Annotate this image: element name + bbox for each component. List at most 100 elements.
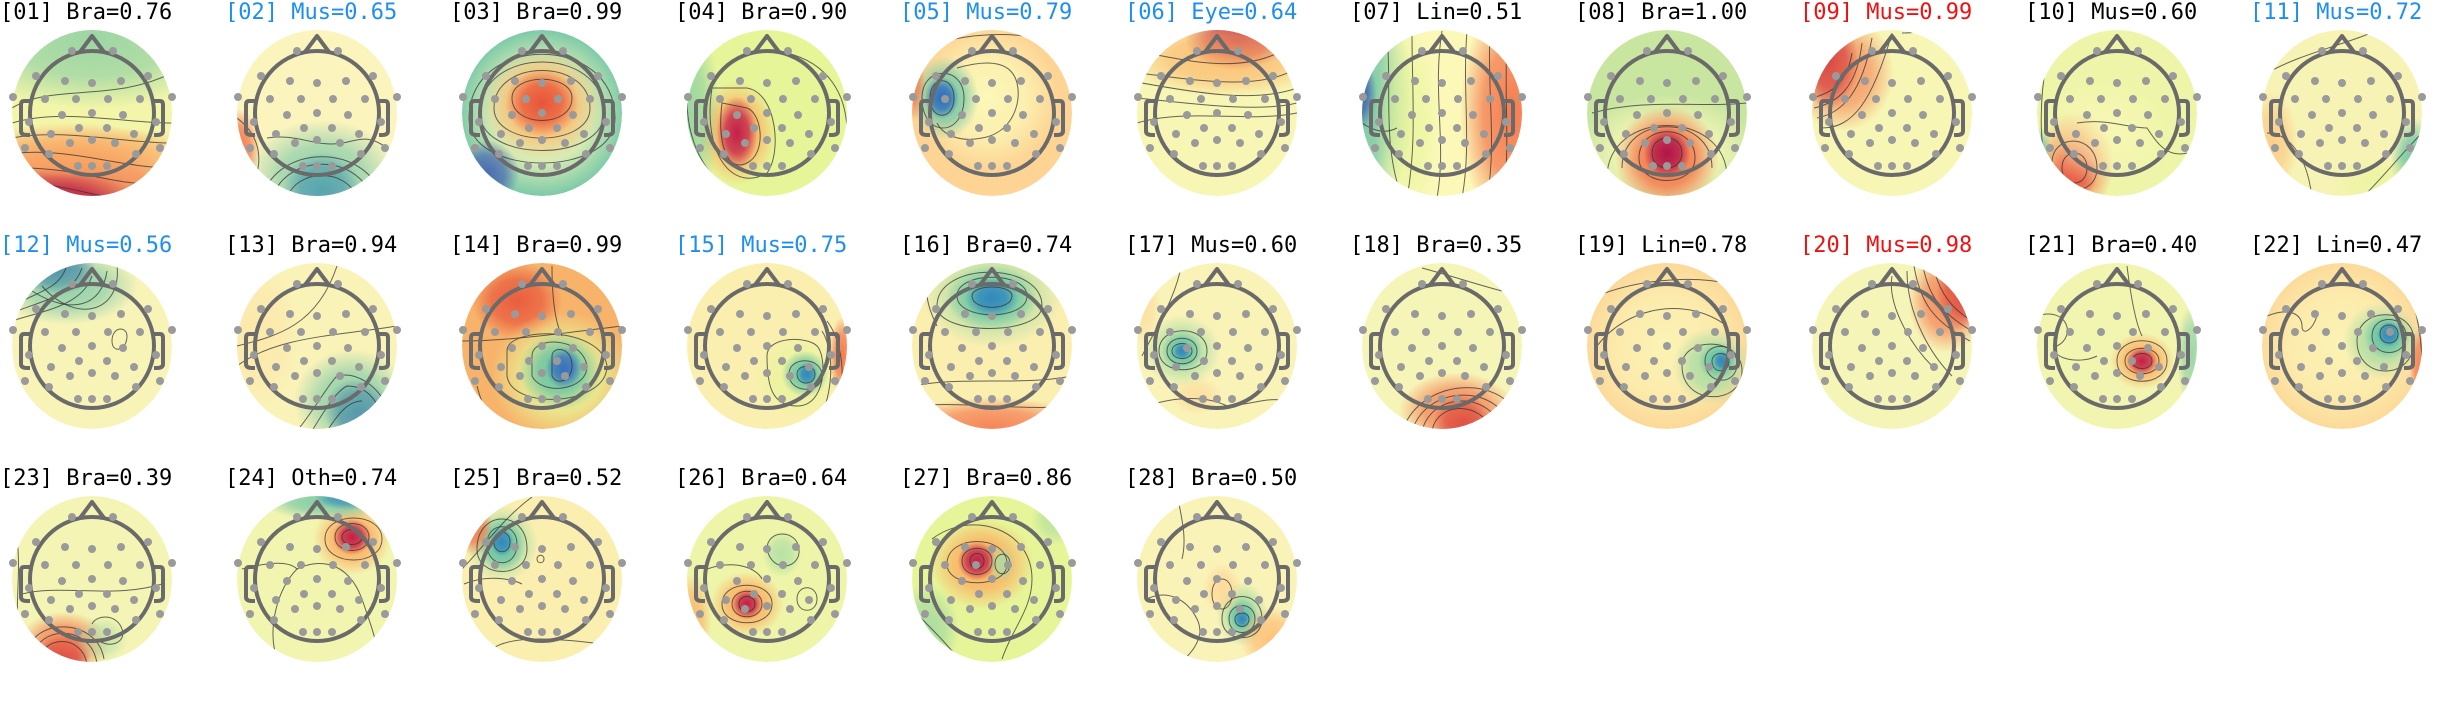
electrode-markers — [9, 47, 176, 170]
component-topomap-01: [01] Bra=0.76 — [0, 0, 225, 235]
topomap-plot — [1134, 30, 1301, 196]
head-outline — [19, 500, 165, 643]
component-topomap-11: [11] Mus=0.72 — [2250, 0, 2438, 235]
topomap-plot — [909, 30, 1076, 196]
component-topomap-13: [13] Bra=0.94 — [225, 233, 450, 468]
topomap-plot — [684, 496, 851, 662]
head-outline — [1594, 267, 1740, 410]
head-outline — [1819, 34, 1965, 177]
head-outline — [2269, 267, 2415, 410]
topomap-plot — [234, 263, 401, 429]
topomap-plot — [1584, 263, 1751, 429]
component-label: [18] Bra=0.35 — [1350, 233, 1523, 258]
head-outline — [19, 267, 165, 410]
head-outline — [469, 34, 615, 177]
electrode-markers — [684, 280, 851, 403]
head-outline — [1144, 34, 1290, 177]
component-topomap-19: [19] Lin=0.78 — [1575, 233, 1800, 468]
component-label: [20] Mus=0.98 — [1800, 233, 1973, 258]
topomap-plot — [1359, 30, 1526, 196]
component-topomap-23: [23] Bra=0.39 — [0, 466, 225, 701]
electrode-markers — [1134, 513, 1301, 636]
head-outline — [469, 267, 615, 410]
electrode-markers — [234, 280, 401, 403]
component-topomap-08: [08] Bra=1.00 — [1575, 0, 1800, 235]
electrode-markers — [459, 280, 626, 403]
head-outline — [1819, 267, 1965, 410]
component-label: [26] Bra=0.64 — [675, 466, 848, 491]
component-label: [23] Bra=0.39 — [0, 466, 173, 491]
component-label: [13] Bra=0.94 — [225, 233, 398, 258]
head-outline — [2044, 267, 2190, 410]
component-topomap-26: [26] Bra=0.64 — [675, 466, 900, 701]
topomap-plot — [2259, 30, 2426, 196]
component-label: [17] Mus=0.60 — [1125, 233, 1298, 258]
topomap-plot — [9, 263, 176, 429]
electrode-markers — [2034, 47, 2201, 170]
electrode-markers — [234, 47, 401, 170]
component-label: [11] Mus=0.72 — [2250, 0, 2423, 25]
component-label: [15] Mus=0.75 — [675, 233, 848, 258]
electrode-markers — [909, 513, 1076, 636]
component-label: [24] Oth=0.74 — [225, 466, 398, 491]
component-topomap-22: [22] Lin=0.47 — [2250, 233, 2438, 468]
component-label: [27] Bra=0.86 — [900, 466, 1073, 491]
topomap-plot — [2259, 263, 2426, 429]
topomap-plot — [9, 496, 176, 662]
component-label: [16] Bra=0.74 — [900, 233, 1073, 258]
component-label: [06] Eye=0.64 — [1125, 0, 1298, 25]
electrode-markers — [684, 47, 851, 170]
component-topomap-28: [28] Bra=0.50 — [1125, 466, 1350, 701]
topomap-plot — [1584, 30, 1751, 196]
component-label: [05] Mus=0.79 — [900, 0, 1073, 25]
head-outline — [1144, 267, 1290, 410]
component-topomap-24: [24] Oth=0.74 — [225, 466, 450, 701]
topomap-plot — [459, 496, 626, 662]
electrode-markers — [684, 513, 851, 636]
component-topomap-16: [16] Bra=0.74 — [900, 233, 1125, 468]
electrode-markers — [1134, 280, 1301, 403]
head-outline — [244, 500, 390, 643]
topomap-plot — [1134, 263, 1301, 429]
topomap-plot — [684, 30, 851, 196]
component-label: [28] Bra=0.50 — [1125, 466, 1298, 491]
electrode-markers — [909, 47, 1076, 170]
electrode-markers — [1134, 47, 1301, 170]
electrode-markers — [9, 513, 176, 636]
component-topomap-20: [20] Mus=0.98 — [1800, 233, 2025, 468]
component-topomap-10: [10] Mus=0.60 — [2025, 0, 2250, 235]
component-topomap-18: [18] Bra=0.35 — [1350, 233, 1575, 468]
electrode-markers — [1809, 47, 1976, 170]
topomap-plot — [684, 263, 851, 429]
component-topomap-04: [04] Bra=0.90 — [675, 0, 900, 235]
electrode-markers — [2034, 280, 2201, 403]
head-outline — [919, 500, 1065, 643]
head-outline — [2044, 34, 2190, 177]
component-topomap-14: [14] Bra=0.99 — [450, 233, 675, 468]
component-label: [22] Lin=0.47 — [2250, 233, 2423, 258]
head-outline — [244, 34, 390, 177]
topomap-plot — [1809, 263, 1976, 429]
topomap-plot — [234, 496, 401, 662]
head-outline — [1369, 267, 1515, 410]
component-topomap-12: [12] Mus=0.56 — [0, 233, 225, 468]
component-label: [21] Bra=0.40 — [2025, 233, 2198, 258]
component-label: [07] Lin=0.51 — [1350, 0, 1523, 25]
electrode-markers — [459, 513, 626, 636]
component-label: [19] Lin=0.78 — [1575, 233, 1748, 258]
component-topomap-09: [09] Mus=0.99 — [1800, 0, 2025, 235]
component-label: [10] Mus=0.60 — [2025, 0, 2198, 25]
component-label: [25] Bra=0.52 — [450, 466, 623, 491]
component-topomap-05: [05] Mus=0.79 — [900, 0, 1125, 235]
head-outline — [2269, 34, 2415, 177]
component-topomap-17: [17] Mus=0.60 — [1125, 233, 1350, 468]
component-topomap-27: [27] Bra=0.86 — [900, 466, 1125, 701]
head-outline — [694, 34, 840, 177]
component-label: [14] Bra=0.99 — [450, 233, 623, 258]
component-label: [02] Mus=0.65 — [225, 0, 398, 25]
electrode-markers — [9, 280, 176, 403]
component-topomap-15: [15] Mus=0.75 — [675, 233, 900, 468]
component-label: [08] Bra=1.00 — [1575, 0, 1748, 25]
head-outline — [1144, 500, 1290, 643]
component-topomap-25: [25] Bra=0.52 — [450, 466, 675, 701]
